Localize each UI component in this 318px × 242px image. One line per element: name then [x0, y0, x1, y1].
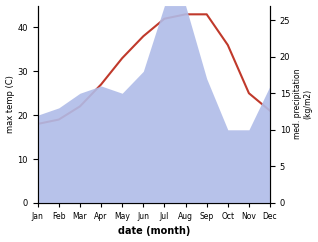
- X-axis label: date (month): date (month): [118, 227, 190, 236]
- Y-axis label: med. precipitation
(kg/m2): med. precipitation (kg/m2): [293, 69, 313, 139]
- Y-axis label: max temp (C): max temp (C): [5, 75, 15, 133]
